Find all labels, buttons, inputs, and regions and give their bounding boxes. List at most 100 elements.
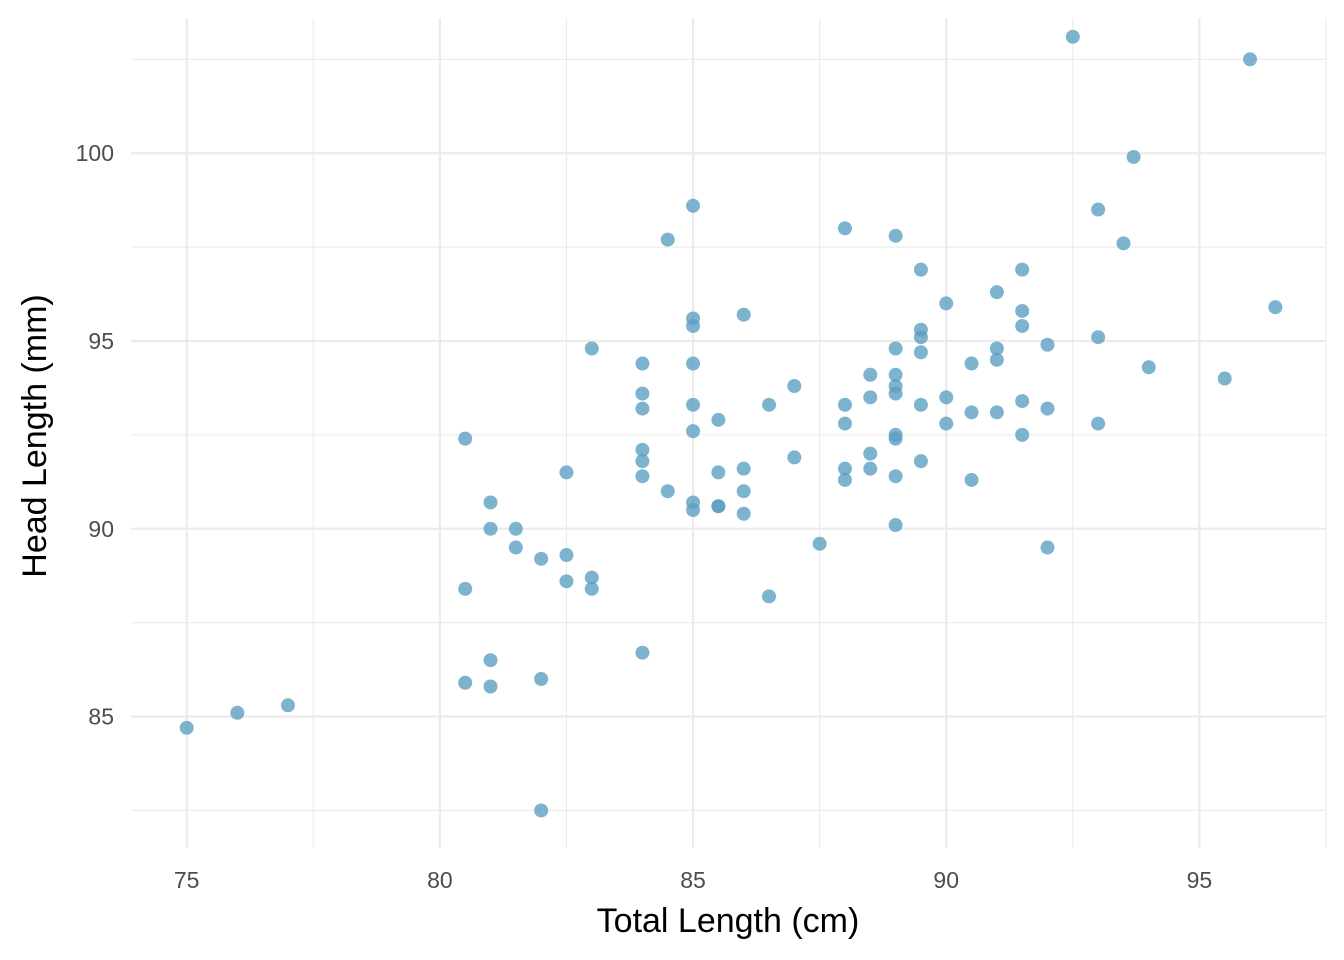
data-points	[179, 29, 1283, 818]
y-tick-label: 85	[88, 704, 114, 730]
data-point	[635, 469, 650, 484]
data-point	[458, 581, 473, 596]
data-point	[686, 356, 701, 371]
x-axis-title: Total Length (cm)	[597, 902, 860, 940]
data-point	[939, 296, 954, 311]
data-point	[964, 472, 979, 487]
data-point	[1015, 318, 1030, 333]
data-point	[686, 424, 701, 439]
data-point	[913, 397, 928, 412]
data-point	[736, 484, 751, 499]
data-point	[280, 698, 295, 713]
data-point	[837, 461, 852, 476]
data-point	[686, 198, 701, 213]
data-point	[989, 352, 1004, 367]
x-tick-label: 85	[680, 867, 706, 893]
data-point	[913, 262, 928, 277]
data-point	[837, 221, 852, 236]
data-point	[1217, 371, 1232, 386]
data-point	[1091, 202, 1106, 217]
data-point	[483, 679, 498, 694]
y-axis-tick-labels: 85 90 95 100	[76, 140, 114, 729]
data-point	[964, 405, 979, 420]
data-point	[1040, 540, 1055, 555]
data-point	[458, 675, 473, 690]
data-point	[888, 228, 903, 243]
data-point	[863, 446, 878, 461]
data-point	[1040, 401, 1055, 416]
data-point	[787, 379, 802, 394]
data-point	[837, 397, 852, 412]
data-point	[939, 390, 954, 405]
data-point	[863, 367, 878, 382]
x-tick-label: 80	[427, 867, 453, 893]
data-point	[837, 416, 852, 431]
y-tick-label: 90	[88, 516, 114, 542]
data-point	[1091, 330, 1106, 345]
data-point	[989, 341, 1004, 356]
x-tick-label: 75	[174, 867, 200, 893]
data-point	[1040, 337, 1055, 352]
minor-gridlines	[131, 18, 1327, 848]
data-point	[762, 397, 777, 412]
data-point	[534, 803, 549, 818]
data-point	[787, 450, 802, 465]
data-point	[989, 285, 1004, 300]
data-point	[508, 540, 523, 555]
data-point	[686, 502, 701, 517]
data-point	[888, 431, 903, 446]
data-point	[913, 345, 928, 360]
data-point	[888, 386, 903, 401]
data-point	[635, 645, 650, 660]
data-point	[913, 454, 928, 469]
data-point	[888, 518, 903, 533]
data-point	[736, 307, 751, 322]
data-point	[863, 461, 878, 476]
data-point	[686, 397, 701, 412]
data-point	[508, 521, 523, 536]
data-point	[584, 341, 599, 356]
data-point	[1015, 303, 1030, 318]
data-point	[736, 461, 751, 476]
data-point	[483, 495, 498, 510]
data-point	[989, 405, 1004, 420]
data-point	[711, 499, 726, 514]
data-point	[559, 465, 574, 480]
data-point	[939, 416, 954, 431]
y-tick-label: 95	[88, 328, 114, 354]
data-point	[863, 390, 878, 405]
data-point	[913, 330, 928, 345]
data-point	[483, 653, 498, 668]
data-point	[686, 318, 701, 333]
y-tick-label: 100	[76, 140, 114, 166]
data-point	[736, 506, 751, 521]
data-point	[584, 570, 599, 585]
data-point	[837, 472, 852, 487]
data-point	[534, 551, 549, 566]
data-point	[762, 589, 777, 604]
data-point	[812, 536, 827, 551]
data-point	[1268, 300, 1283, 315]
x-tick-label: 95	[1187, 867, 1213, 893]
x-tick-label: 90	[933, 867, 959, 893]
data-point	[964, 356, 979, 371]
data-point	[458, 431, 473, 446]
data-point	[179, 720, 194, 735]
data-point	[559, 574, 574, 589]
data-point	[888, 367, 903, 382]
data-point	[711, 412, 726, 427]
data-point	[635, 401, 650, 416]
data-point	[584, 581, 599, 596]
data-point	[1126, 149, 1141, 164]
data-point	[660, 484, 675, 499]
data-point	[888, 469, 903, 484]
data-point	[1065, 29, 1080, 44]
data-point	[1243, 52, 1258, 67]
data-point	[230, 705, 245, 720]
data-point	[483, 521, 498, 536]
data-point	[660, 232, 675, 247]
data-point	[1015, 262, 1030, 277]
major-gridlines	[131, 18, 1326, 848]
data-point	[1141, 360, 1156, 375]
